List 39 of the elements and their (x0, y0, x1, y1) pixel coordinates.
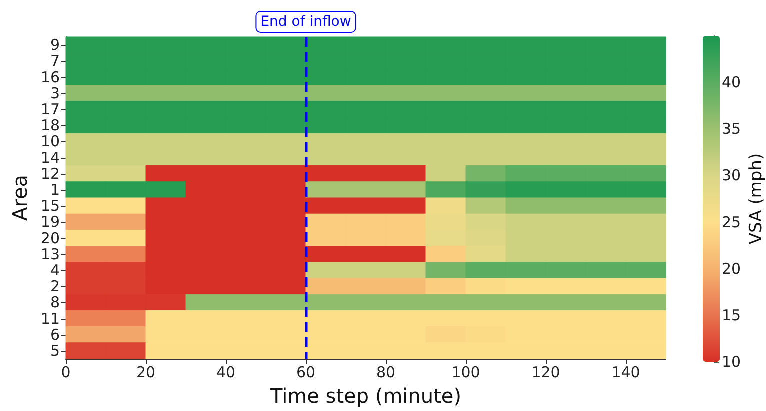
color-bar-label: 25 (722, 213, 742, 232)
y-tick-label: 14 (40, 148, 60, 167)
y-tick-label: 7 (50, 52, 60, 70)
x-tick-label: 100 (452, 364, 480, 382)
color-bar-label: 30 (722, 166, 742, 185)
x-tick-label: 0 (61, 364, 71, 382)
x-axis-title: Time step (minute) (269, 384, 462, 408)
y-tick-label: 10 (40, 132, 60, 151)
y-tick-label: 17 (40, 100, 60, 118)
y-tick-label: 4 (50, 261, 60, 280)
y-tick-label: 13 (40, 245, 60, 264)
y-tick-label: 2 (50, 278, 60, 296)
y-tick-label: 15 (40, 197, 60, 216)
ref-line-label: End of inflow (260, 14, 352, 30)
y-tick-label: 18 (40, 116, 60, 135)
y-tick-label: 19 (40, 213, 60, 232)
y-tick-label: 6 (50, 326, 60, 344)
color-bar-label: 15 (722, 306, 742, 324)
y-tick-label: 16 (40, 68, 60, 86)
y-axis-title: Area (8, 174, 32, 222)
y-tick-label: 1 (50, 180, 60, 199)
color-bar-title: VSA (mph) (746, 153, 766, 245)
y-tick-label: 20 (40, 229, 60, 248)
x-tick-label: 60 (296, 364, 316, 382)
x-tick-label: 20 (136, 364, 156, 382)
color-bar-label: 40 (722, 74, 742, 92)
x-tick-label: 120 (532, 364, 560, 382)
x-tick-label: 40 (216, 364, 236, 382)
y-tick-label: 12 (40, 164, 60, 183)
y-tick-label: 3 (50, 84, 60, 102)
y-tick-label: 5 (50, 342, 60, 360)
color-bar-label: 20 (722, 260, 742, 278)
color-bar-label: 10 (722, 353, 742, 371)
y-tick-label: 11 (40, 310, 60, 328)
y-tick-label: 9 (50, 36, 60, 54)
color-bar-label: 35 (722, 120, 742, 138)
x-tick-label: 80 (376, 364, 396, 382)
x-tick-label: 140 (612, 364, 640, 382)
y-tick-label: 8 (50, 294, 60, 312)
